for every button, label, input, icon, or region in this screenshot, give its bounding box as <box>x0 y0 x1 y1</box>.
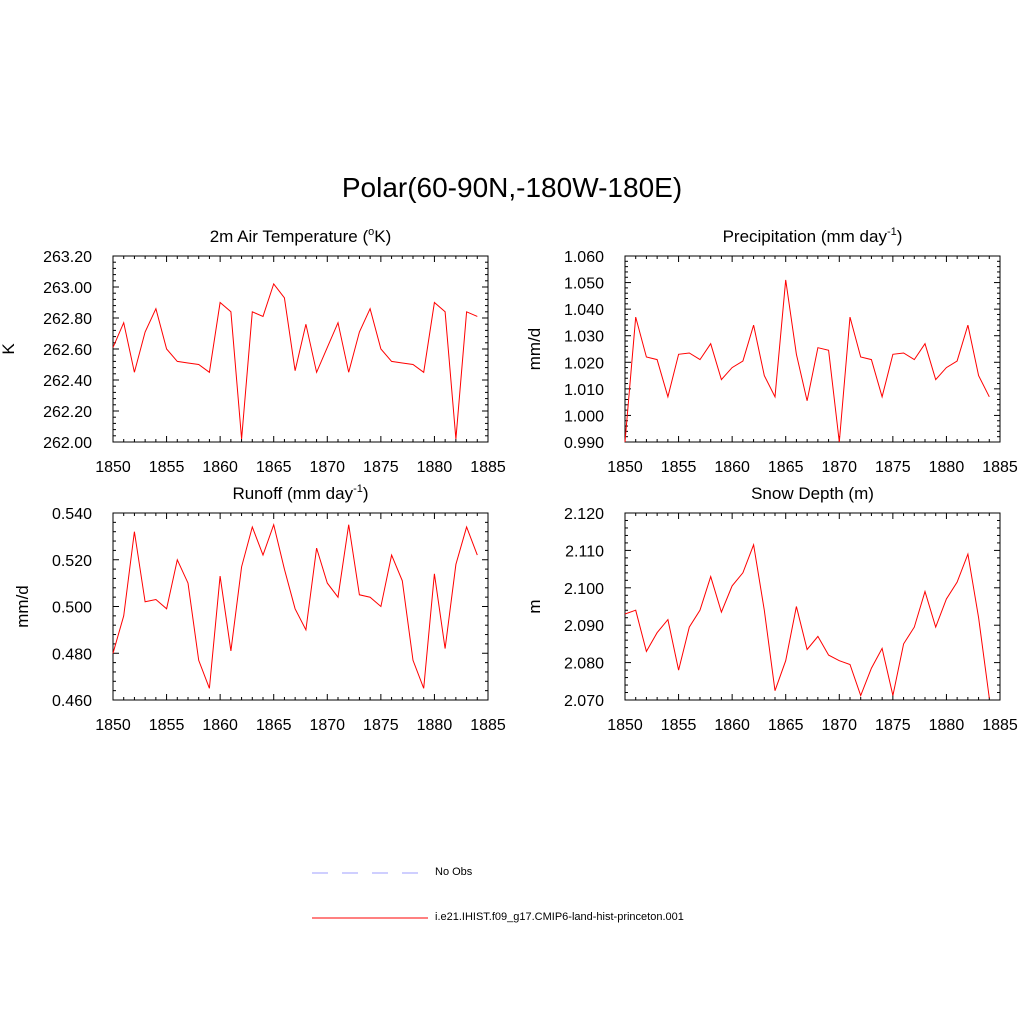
panel-2-ytick-label: 1.060 <box>564 249 604 266</box>
panel-2-xtick-label: 1870 <box>821 459 857 476</box>
panel-1-title-superscript: o <box>368 226 374 238</box>
panel-3-ytick-label: 0.460 <box>52 693 92 710</box>
panel-1-xtick-label: 1850 <box>95 459 131 476</box>
panel-2-xtick-label: 1855 <box>661 459 697 476</box>
panel-2-ytick-label: 1.050 <box>564 276 604 293</box>
panel-4-ytick-label: 2.080 <box>564 656 604 673</box>
panel-4-xtick-label: 1885 <box>982 717 1018 734</box>
panel-1-series-line <box>112 282 478 439</box>
panel-3-xtick-label: 1880 <box>417 717 453 734</box>
panel-4-frame <box>624 512 1001 701</box>
panel-4-ytick-label: 2.110 <box>565 543 604 560</box>
panel-1-ytick-label: 262.00 <box>43 435 92 452</box>
panel-3-ylabel: mm/d <box>13 585 32 628</box>
panel-4-xtick-label: 1850 <box>607 717 643 734</box>
panel-2-title: Precipitation (mm day-1) <box>723 226 903 246</box>
panel-4-series-line <box>624 542 990 699</box>
panel-1-ytick-label: 262.20 <box>43 404 92 421</box>
panel-4-xtick-label: 1865 <box>768 717 804 734</box>
panel-3-title-superscript: -1 <box>353 483 363 495</box>
panel-2-ytick-label: 1.020 <box>564 355 604 372</box>
panel-2-xtick-label: 1880 <box>929 459 965 476</box>
panel-3-ytick-label: 0.480 <box>52 646 92 663</box>
panel-3-xtick-label: 1875 <box>363 717 399 734</box>
panel-1-xtick-label: 1875 <box>363 459 399 476</box>
panel-3-xtick-label: 1885 <box>470 717 506 734</box>
panel-1-ytick-label: 262.60 <box>43 342 92 359</box>
panel-2-ytick-label: 1.030 <box>564 329 604 346</box>
panel-1-xtick-label: 1880 <box>417 459 453 476</box>
panel-3-title: Runoff (mm day-1) <box>232 483 368 503</box>
panel-1-ylabel: K <box>0 343 18 355</box>
panel-1-ytick-label: 263.00 <box>43 280 92 297</box>
panel-3-xtick-label: 1855 <box>149 717 185 734</box>
panel-4-ytick-label: 2.100 <box>564 581 604 598</box>
legend-label-no-obs: No Obs <box>435 866 473 878</box>
panel-3-ytick-label: 0.540 <box>52 506 92 523</box>
panel-4-xtick-label: 1870 <box>821 717 857 734</box>
panel-4-xtick-label: 1880 <box>929 717 965 734</box>
panel-2-ytick-label: 1.000 <box>564 408 604 425</box>
panel-1-xtick-label: 1865 <box>256 459 292 476</box>
panel-1-ytick-label: 263.20 <box>43 249 92 266</box>
panel-3-xtick-label: 1865 <box>256 717 292 734</box>
panel-1-ytick-label: 262.80 <box>43 311 92 328</box>
panel-1-xtick-label: 1870 <box>309 459 345 476</box>
panel-2-ytick-label: 1.010 <box>564 382 604 399</box>
legend-label-model: i.e21.IHIST.f09_g17.CMIP6-land-hist-prin… <box>435 911 684 923</box>
panel-4-xtick-label: 1855 <box>661 717 697 734</box>
panel-4-xtick-label: 1860 <box>714 717 750 734</box>
panel-3-xtick-label: 1860 <box>202 717 238 734</box>
panel-2-xtick-label: 1850 <box>607 459 643 476</box>
panel-3-series-line <box>112 522 478 689</box>
panel-1-xtick-label: 1855 <box>149 459 185 476</box>
figure-title: Polar(60-90N,-180W-180E) <box>341 172 683 203</box>
panel-2-xtick-label: 1865 <box>768 459 804 476</box>
panel-2-xtick-label: 1860 <box>714 459 750 476</box>
panel-4-ytick-label: 2.070 <box>564 693 604 710</box>
panel-2-title-superscript: -1 <box>887 226 897 238</box>
panel-3-ytick-label: 0.500 <box>52 600 92 617</box>
panel-3-ytick-label: 0.520 <box>52 553 92 570</box>
panel-2-xtick-label: 1885 <box>982 459 1018 476</box>
panel-2-title-suffix: ) <box>897 227 903 246</box>
panel-1-title: 2m Air Temperature (oK) <box>210 226 392 246</box>
panel-2-ytick-label: 0.990 <box>564 435 604 452</box>
panel-2-series-line <box>624 279 990 443</box>
panel-4-xtick-label: 1875 <box>875 717 911 734</box>
panel-4-ytick-label: 2.120 <box>564 506 604 523</box>
panel-4-ytick-label: 2.090 <box>564 618 604 635</box>
panel-2-ylabel: mm/d <box>525 328 544 371</box>
panel-2-xtick-label: 1875 <box>875 459 911 476</box>
panel-2-ytick-label: 1.040 <box>564 302 604 319</box>
panel-1-title-suffix: K) <box>374 227 391 246</box>
panel-3-xtick-label: 1850 <box>95 717 131 734</box>
panel-1-xtick-label: 1860 <box>202 459 238 476</box>
panel-1-ytick-label: 262.40 <box>43 373 92 390</box>
panel-3-title-suffix: ) <box>363 484 369 503</box>
panel-3-xtick-label: 1870 <box>309 717 345 734</box>
panel-4-title: Snow Depth (m) <box>751 484 874 503</box>
panel-1-xtick-label: 1885 <box>470 459 506 476</box>
panel-4-ylabel: m <box>525 599 544 613</box>
panel-2-frame <box>624 255 1001 443</box>
